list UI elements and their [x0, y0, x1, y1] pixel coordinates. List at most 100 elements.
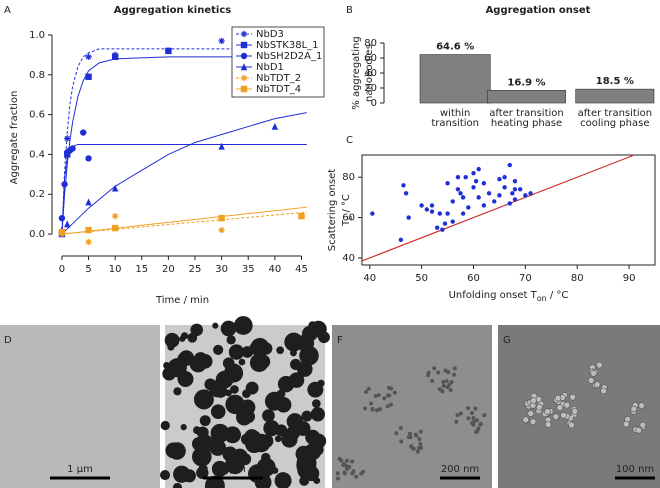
particle	[569, 393, 576, 401]
aggregate	[296, 361, 313, 377]
legend-marker	[240, 85, 248, 93]
particle	[386, 385, 391, 390]
particle	[417, 437, 422, 442]
particle	[440, 389, 445, 394]
particle	[354, 474, 359, 479]
aggregate	[173, 387, 182, 396]
aggregate	[211, 460, 228, 477]
aggregate	[192, 437, 203, 448]
particle	[418, 429, 423, 434]
y-tick-label: 40	[364, 68, 377, 79]
aggregate	[318, 331, 330, 344]
particle	[335, 476, 340, 481]
y-axis-label: Aggregate fraction	[9, 91, 20, 185]
particle	[414, 433, 419, 438]
point	[370, 211, 375, 216]
aggregate	[262, 409, 275, 423]
point	[507, 162, 512, 168]
scale-bar-label: 1 µm	[220, 464, 246, 475]
particle	[527, 410, 535, 417]
aggregate	[295, 445, 312, 462]
aggregate	[210, 404, 226, 419]
point	[507, 201, 512, 206]
particle	[366, 386, 371, 391]
marker	[218, 214, 225, 222]
x-tick-label: 30	[215, 264, 228, 275]
aggregate	[304, 348, 314, 358]
reference-line	[361, 154, 635, 262]
particle	[376, 392, 381, 397]
particle	[369, 401, 374, 406]
y-tick-label: 40	[342, 253, 355, 264]
panel-label: C	[346, 135, 353, 146]
aggregate	[196, 426, 209, 439]
particle	[449, 379, 454, 384]
marker	[61, 181, 68, 188]
aggregate	[274, 472, 292, 488]
x-tick-label: 40	[363, 273, 376, 284]
y-tick-label: 0.6	[29, 110, 45, 121]
particle	[639, 421, 647, 429]
particle	[630, 405, 638, 413]
particle	[473, 406, 478, 411]
point	[437, 211, 442, 216]
aggregate	[276, 346, 285, 355]
aggregate	[317, 379, 325, 387]
fit-curve	[61, 211, 307, 235]
y-axis-label: Scattering onset	[327, 169, 338, 252]
aggregate	[167, 358, 187, 378]
x-tick-label: 10	[109, 264, 122, 275]
x-tick-label: 20	[162, 264, 175, 275]
x-tick-label: heating phase	[491, 118, 562, 129]
particle	[418, 441, 423, 446]
bar	[419, 54, 491, 104]
particle	[568, 421, 575, 429]
y-tick-label: 60	[364, 53, 377, 64]
aggregate	[305, 460, 315, 470]
fit-curve	[61, 112, 307, 235]
aggregate	[259, 434, 274, 448]
particle	[350, 459, 355, 464]
particle	[408, 435, 413, 440]
particle	[560, 411, 567, 419]
aggregate	[274, 435, 282, 443]
particle	[363, 406, 368, 411]
particle	[399, 439, 404, 444]
particle	[600, 387, 607, 395]
aggregate	[210, 423, 230, 443]
marker	[85, 238, 92, 246]
point	[450, 219, 455, 224]
scale-bar-label: 200 nm	[441, 464, 479, 475]
aggregate	[238, 358, 246, 366]
point	[512, 179, 518, 184]
particle	[382, 396, 387, 401]
point	[406, 215, 411, 220]
aggregate	[299, 475, 310, 486]
particle	[470, 410, 475, 415]
point	[463, 175, 468, 180]
point	[398, 237, 404, 242]
x-tick-label: 40	[268, 264, 281, 275]
particle	[571, 407, 579, 415]
point	[481, 203, 487, 208]
point	[466, 205, 471, 210]
particle	[466, 416, 471, 421]
marker	[58, 228, 66, 236]
particle	[387, 393, 392, 398]
aggregate	[284, 332, 304, 352]
y-tick-label: 80	[342, 172, 355, 183]
particle	[441, 379, 446, 384]
particle	[475, 418, 480, 423]
micrograph	[332, 325, 492, 488]
legend-label: NbD3	[256, 29, 284, 40]
particle	[444, 379, 449, 384]
particle	[341, 463, 346, 468]
point	[429, 203, 435, 208]
aggregate	[225, 394, 245, 415]
aggregate	[222, 357, 235, 370]
particle	[552, 413, 560, 420]
legend-marker	[240, 74, 248, 82]
aggregate	[159, 470, 171, 481]
x-tick-label: 5	[85, 264, 91, 275]
aggregate	[233, 316, 253, 335]
